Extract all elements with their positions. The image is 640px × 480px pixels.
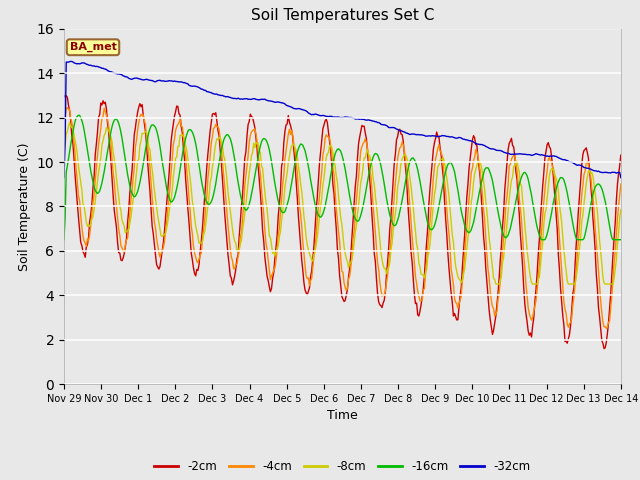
Text: BA_met: BA_met [70, 42, 116, 52]
Y-axis label: Soil Temperature (C): Soil Temperature (C) [18, 142, 31, 271]
Title: Soil Temperatures Set C: Soil Temperatures Set C [251, 9, 434, 24]
Legend: -2cm, -4cm, -8cm, -16cm, -32cm: -2cm, -4cm, -8cm, -16cm, -32cm [150, 455, 535, 478]
X-axis label: Time: Time [327, 409, 358, 422]
